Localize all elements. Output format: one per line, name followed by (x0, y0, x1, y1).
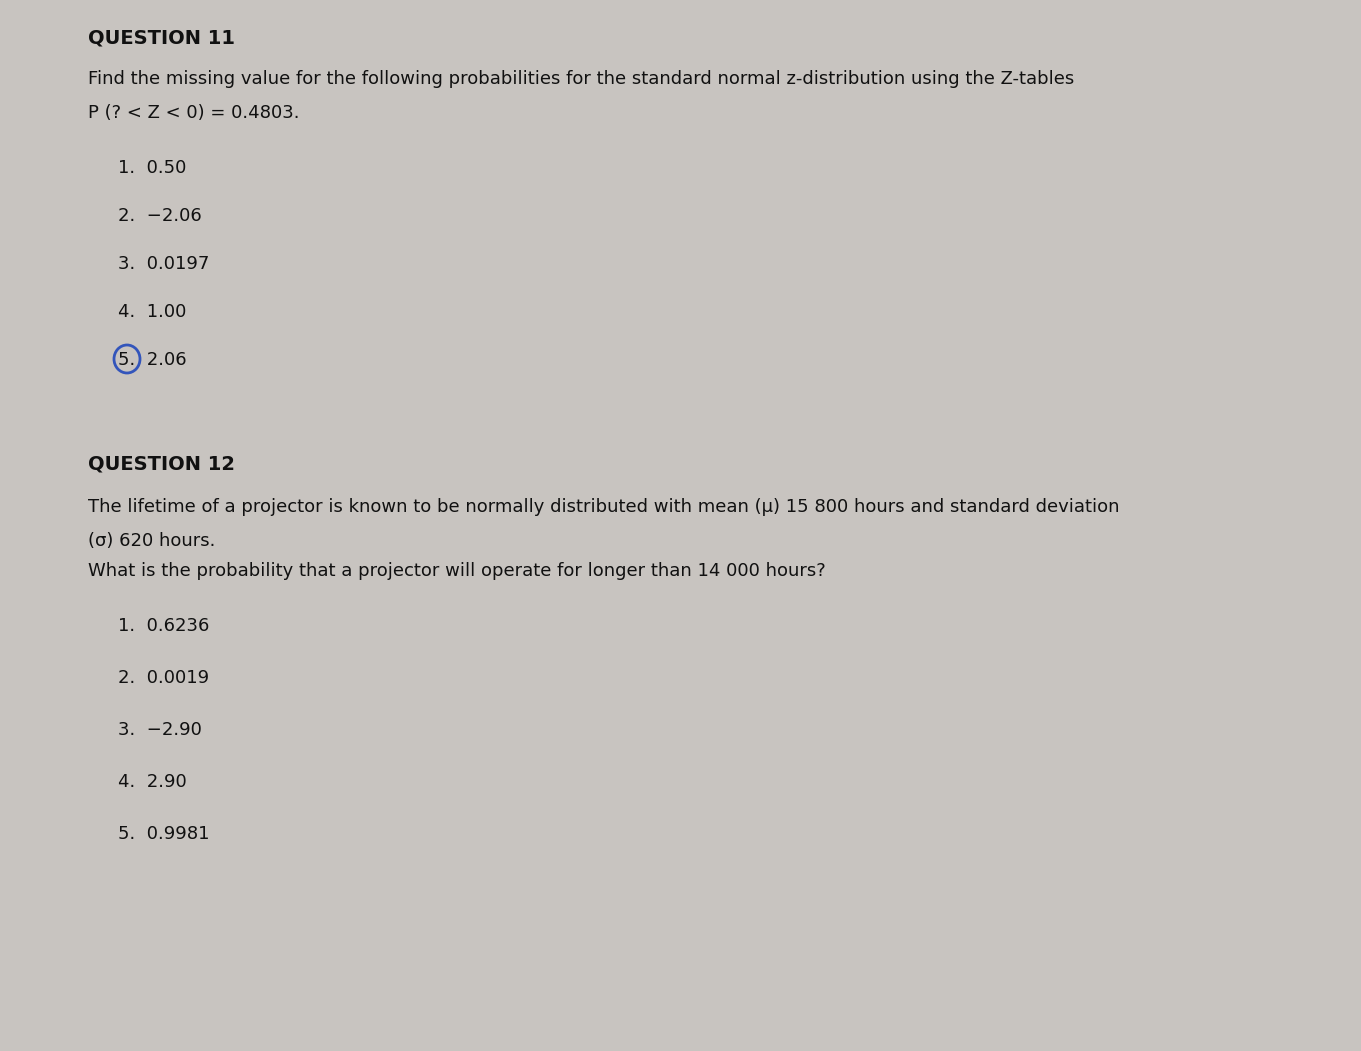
Text: P (? < Z < 0) = 0.4803.: P (? < Z < 0) = 0.4803. (88, 104, 299, 122)
Text: What is the probability that a projector will operate for longer than 14 000 hou: What is the probability that a projector… (88, 562, 826, 580)
Text: QUESTION 11: QUESTION 11 (88, 28, 235, 47)
Text: 1.  0.6236: 1. 0.6236 (118, 617, 210, 635)
Text: (σ) 620 hours.: (σ) 620 hours. (88, 532, 215, 550)
Text: Find the missing value for the following probabilities for the standard normal z: Find the missing value for the following… (88, 70, 1074, 88)
Text: The lifetime of a projector is known to be normally distributed with mean (μ) 15: The lifetime of a projector is known to … (88, 498, 1120, 516)
Text: 5.  2.06: 5. 2.06 (118, 351, 186, 369)
Text: 4.  2.90: 4. 2.90 (118, 772, 186, 791)
Text: 4.  1.00: 4. 1.00 (118, 303, 186, 321)
Text: 3.  −2.90: 3. −2.90 (118, 721, 201, 739)
Text: 3.  0.0197: 3. 0.0197 (118, 255, 210, 273)
Text: 2.  −2.06: 2. −2.06 (118, 207, 201, 225)
Text: 5.  0.9981: 5. 0.9981 (118, 825, 210, 843)
Text: QUESTION 12: QUESTION 12 (88, 454, 235, 473)
Text: 1.  0.50: 1. 0.50 (118, 159, 186, 177)
Text: 2.  0.0019: 2. 0.0019 (118, 669, 210, 687)
